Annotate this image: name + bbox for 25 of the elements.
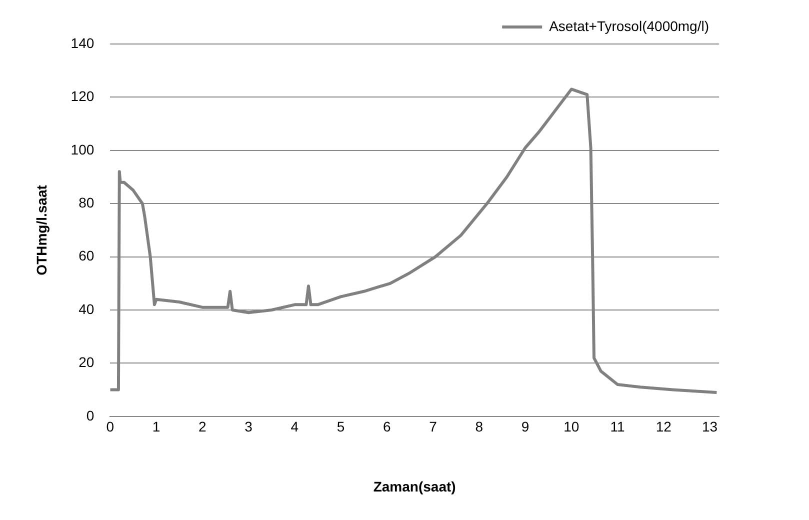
x-tick-label: 7 [429,418,438,435]
x-tick-label: 1 [152,418,160,435]
y-tick-label: 0 [86,407,94,424]
x-tick-label: 0 [106,418,114,435]
y-tick-label: 120 [70,88,94,104]
x-tick-label: 5 [336,418,345,435]
y-tick-label: 80 [78,194,94,210]
y-tick-label: 20 [78,354,94,370]
x-tick-label: 2 [198,418,207,435]
x-tick-label: 8 [475,418,484,435]
x-tick-label: 4 [290,418,299,435]
x-tick-label: 13 [702,418,718,435]
x-tick-label: 10 [564,418,580,435]
x-tick-label: 6 [383,418,392,435]
y-axis-title: OTHmg/l.saat [33,184,50,276]
y-tick-label: 60 [78,248,94,264]
legend-label: Asetat+Tyrosol(4000mg/l) [549,18,709,34]
y-tick-label: 40 [78,300,94,317]
x-tick-label: 12 [656,418,672,435]
x-tick-label: 11 [610,418,625,435]
x-tick-label: 9 [521,418,530,435]
x-axis-title: Zaman(saat) [373,478,456,494]
y-tick-label: 140 [70,34,94,51]
x-tick-label: 3 [244,418,253,435]
y-tick-label: 100 [70,141,94,158]
